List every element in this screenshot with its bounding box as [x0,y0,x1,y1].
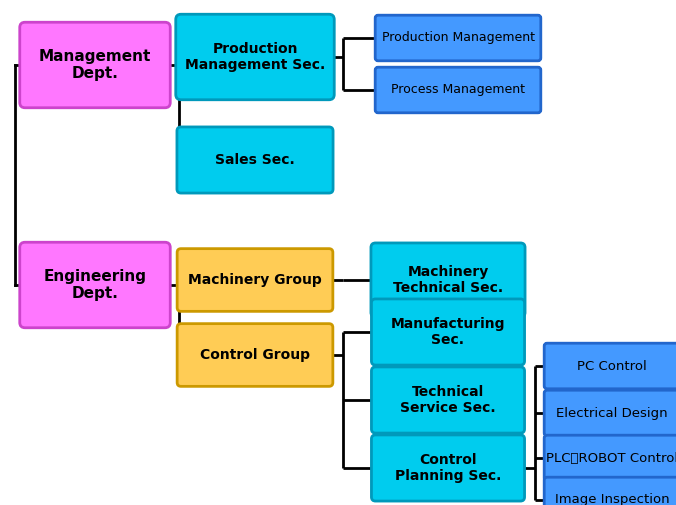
FancyBboxPatch shape [371,243,525,317]
FancyBboxPatch shape [177,248,333,312]
Text: Image Inspection: Image Inspection [555,493,669,505]
FancyBboxPatch shape [176,14,334,100]
FancyBboxPatch shape [375,15,541,61]
Text: Electrical Design: Electrical Design [556,407,668,420]
Text: Engineering
Dept.: Engineering Dept. [43,269,147,301]
FancyBboxPatch shape [371,367,525,433]
Text: Control Group: Control Group [200,348,310,362]
Text: PLC・ROBOT Control: PLC・ROBOT Control [546,451,676,465]
Text: Control
Planning Sec.: Control Planning Sec. [395,453,501,483]
FancyBboxPatch shape [544,477,676,505]
FancyBboxPatch shape [20,22,170,108]
Text: PC Control: PC Control [577,360,647,373]
Text: Machinery Group: Machinery Group [188,273,322,287]
FancyBboxPatch shape [371,435,525,501]
Text: Production Management: Production Management [381,31,535,44]
FancyBboxPatch shape [371,299,525,365]
FancyBboxPatch shape [375,67,541,113]
Text: Process Management: Process Management [391,83,525,96]
Text: Manufacturing
Sec.: Manufacturing Sec. [391,317,505,347]
FancyBboxPatch shape [544,390,676,436]
FancyBboxPatch shape [544,343,676,389]
Text: Management
Dept.: Management Dept. [39,49,151,81]
FancyBboxPatch shape [177,127,333,193]
FancyBboxPatch shape [20,242,170,328]
Text: Sales Sec.: Sales Sec. [215,153,295,167]
Text: Machinery
Technical Sec.: Machinery Technical Sec. [393,265,503,295]
FancyBboxPatch shape [177,324,333,386]
FancyBboxPatch shape [544,435,676,481]
Text: Production
Management Sec.: Production Management Sec. [185,42,325,72]
Text: Technical
Service Sec.: Technical Service Sec. [400,385,496,415]
